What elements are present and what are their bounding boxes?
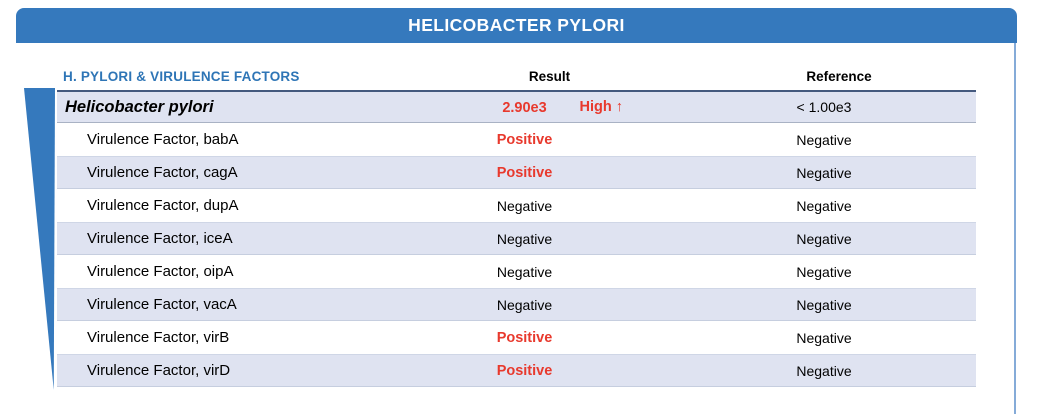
- test-name: Virulence Factor, virB: [87, 329, 230, 346]
- test-result: Negative: [407, 231, 642, 247]
- result-value: Negative: [496, 197, 553, 214]
- table-column-header: H. PYLORI & VIRULENCE FACTORS Result Ref…: [57, 62, 976, 90]
- reference-value: Negative: [796, 296, 852, 313]
- table-row-baba: Virulence Factor, babA Positive Negative: [57, 123, 976, 156]
- test-name: Virulence Factor, iceA: [87, 230, 233, 247]
- test-result: Negative: [407, 198, 642, 214]
- result-value: Negative: [496, 230, 553, 247]
- result-value: Negative: [496, 296, 553, 313]
- test-name: Virulence Factor, virD: [87, 362, 231, 379]
- table-row-hpylori: Helicobacter pylori 2.90e3 High ↑ < 1.00…: [57, 90, 976, 123]
- test-name: Helicobacter pylori: [65, 97, 214, 116]
- column-header-result: Result: [528, 68, 571, 84]
- table-row-caga: Virulence Factor, cagA Positive Negative: [57, 156, 976, 189]
- result-value: 2.90e3: [502, 99, 547, 116]
- table-row-vird: Virulence Factor, virD Positive Negative: [57, 354, 976, 387]
- result-value: Positive: [496, 165, 553, 181]
- decorative-wedge: [24, 88, 55, 390]
- test-name: Virulence Factor, dupA: [87, 197, 239, 214]
- test-name: Virulence Factor, vacA: [87, 296, 237, 313]
- reference-value: Negative: [796, 263, 852, 280]
- table-row-icea: Virulence Factor, iceA Negative Negative: [57, 222, 976, 255]
- result-value: Positive: [496, 132, 553, 148]
- test-result: Positive: [407, 362, 642, 379]
- reference-value: Negative: [796, 362, 852, 379]
- table-row-dupa: Virulence Factor, dupA Negative Negative: [57, 189, 976, 222]
- test-name: Virulence Factor, cagA: [87, 164, 238, 181]
- column-header-name: H. PYLORI & VIRULENCE FACTORS: [63, 68, 300, 84]
- reference-value: Negative: [796, 197, 852, 214]
- table-row-virb: Virulence Factor, virB Positive Negative: [57, 321, 976, 354]
- reference-value: Negative: [796, 230, 852, 247]
- result-value: Positive: [496, 363, 553, 379]
- table-row-vaca: Virulence Factor, vacA Negative Negative: [57, 288, 976, 321]
- result-value: Negative: [496, 263, 553, 280]
- high-flag: High ↑: [579, 99, 624, 115]
- test-name: Virulence Factor, oipA: [87, 263, 234, 280]
- table-row-oipa: Virulence Factor, oipA Negative Negative: [57, 255, 976, 288]
- results-table: Helicobacter pylori 2.90e3 High ↑ < 1.00…: [57, 90, 976, 387]
- test-result: Positive: [407, 329, 642, 346]
- test-result: 2.90e3 High ↑: [407, 99, 642, 116]
- section-header-bar: HELICOBACTER PYLORI: [16, 8, 1017, 43]
- reference-value: Negative: [796, 329, 852, 346]
- result-value: Positive: [496, 330, 553, 346]
- column-header-reference: Reference: [806, 68, 872, 84]
- test-name: Virulence Factor, babA: [87, 131, 239, 148]
- test-result: Positive: [407, 131, 642, 148]
- test-result: Positive: [407, 164, 642, 181]
- reference-value: Negative: [796, 164, 852, 181]
- page-right-border: [1014, 43, 1016, 414]
- reference-value: < 1.00e3: [796, 99, 852, 115]
- reference-value: Negative: [796, 131, 852, 148]
- test-result: Negative: [407, 297, 642, 313]
- test-result: Negative: [407, 264, 642, 280]
- section-title: HELICOBACTER PYLORI: [408, 15, 625, 35]
